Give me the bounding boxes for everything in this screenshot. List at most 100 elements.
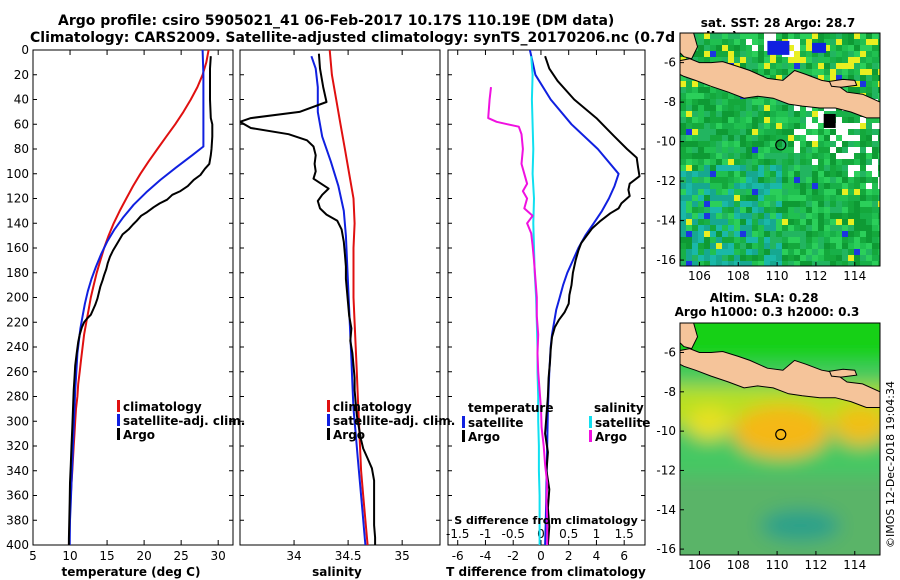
sst-pixel: [758, 57, 764, 63]
sst-pixel: [818, 117, 824, 123]
sst-pixel: [830, 261, 836, 266]
sst-pixel: [710, 171, 716, 177]
sst-pixel: [842, 165, 848, 171]
sst-pixel: [716, 219, 722, 225]
y-tick-label: 280: [6, 390, 29, 404]
sst-pixel: [770, 135, 776, 141]
sst-pixel: [734, 177, 740, 183]
sst-pixel: [836, 255, 842, 261]
legend-swatch-climatology: [327, 400, 330, 412]
sst-pixel: [764, 135, 770, 141]
sst-pixel: [812, 171, 818, 177]
sst-pixel: [878, 255, 880, 261]
sst-pixel: [782, 195, 788, 201]
sst-pixel: [848, 87, 854, 93]
sst-pixel: [854, 207, 860, 213]
sst-pixel: [806, 57, 812, 63]
sst-pixel: [692, 231, 698, 237]
sst-pixel: [776, 201, 782, 207]
sst-pixel: [752, 159, 758, 165]
sst-pixel: [800, 249, 806, 255]
sst-pixel: [746, 237, 752, 243]
sst-pixel: [800, 225, 806, 231]
y-tick-label: 80: [14, 142, 29, 156]
sst-pixel: [728, 99, 734, 105]
sst-pixel: [848, 195, 854, 201]
sst-pixel: [872, 219, 878, 225]
sst-pixel: [734, 57, 740, 63]
s-tick-label: -0.5: [501, 527, 524, 541]
sst-pixel: [686, 261, 692, 266]
sst-pixel: [836, 237, 842, 243]
sst-pixel: [752, 117, 758, 123]
sst-pixel: [806, 255, 812, 261]
sst-pixel: [740, 33, 746, 39]
sst-pixel: [812, 159, 818, 165]
sst-pixel: [698, 177, 704, 183]
sst-pixel: [830, 75, 836, 81]
sst-pixel: [866, 33, 872, 39]
sst-pixel: [860, 69, 866, 75]
sst-pixel: [758, 249, 764, 255]
sst-pixel: [740, 129, 746, 135]
sst-pixel: [782, 177, 788, 183]
sst-pixel: [746, 123, 752, 129]
sst-pixel: [686, 135, 692, 141]
sst-pixel: [764, 231, 770, 237]
sst-pixel: [854, 141, 860, 147]
sst-pixel: [794, 105, 800, 111]
sst-pixel: [764, 165, 770, 171]
sst-pixel: [806, 69, 812, 75]
x-tick-label: 10: [62, 549, 77, 563]
sst-pixel: [734, 225, 740, 231]
sst-pixel: [752, 249, 758, 255]
sst-pixel: [764, 243, 770, 249]
sst-pixel: [746, 255, 752, 261]
sst-pixel: [830, 45, 836, 51]
salinity-legend: climatology satellite-adj. clim. Argo: [327, 400, 455, 442]
sst-pixel: [752, 105, 758, 111]
sst-pixel: [746, 117, 752, 123]
sst-pixel: [794, 141, 800, 147]
sst-pixel: [704, 159, 710, 165]
sst-pixel: [704, 177, 710, 183]
sst-pixel: [848, 219, 854, 225]
sst-pixel: [830, 177, 836, 183]
sst-pixel: [854, 171, 860, 177]
sst-pixel: [818, 243, 824, 249]
sst-pixel: [686, 87, 692, 93]
sst-pixel: [770, 129, 776, 135]
difference-legend-salinity: salinity satellite Argo: [589, 401, 650, 444]
sst-pixel: [758, 117, 764, 123]
sst-pixel: [770, 165, 776, 171]
sst-pixel: [704, 93, 710, 99]
sst-pixel: [764, 99, 770, 105]
sst-pixel: [782, 243, 788, 249]
sst-pixel: [866, 39, 872, 45]
sst-pixel: [842, 33, 848, 39]
sst-pixel: [836, 225, 842, 231]
sst-pixel: [854, 33, 860, 39]
sst-pixel: [686, 141, 692, 147]
sst-pixel: [794, 129, 800, 135]
sst-pixel: [788, 171, 794, 177]
sst-pixel: [746, 207, 752, 213]
sst-pixel: [872, 255, 878, 261]
sst-pixel: [842, 45, 848, 51]
sst-pixel: [878, 141, 880, 147]
sst-pixel: [776, 171, 782, 177]
sst-pixel: [794, 255, 800, 261]
sst-pixel: [728, 93, 734, 99]
sst-pixel: [800, 255, 806, 261]
sst-pixel: [710, 255, 716, 261]
sst-pixel: [722, 51, 728, 57]
sst-pixel: [722, 93, 728, 99]
sst-pixel: [836, 189, 842, 195]
legend-label-t-argo: Argo: [468, 430, 500, 444]
sst-pixel: [758, 207, 764, 213]
sst-pixel: [776, 141, 782, 147]
sst-pixel: [740, 51, 746, 57]
sst-pixel: [818, 171, 824, 177]
sst-pixel: [734, 237, 740, 243]
sst-pixel: [728, 189, 734, 195]
